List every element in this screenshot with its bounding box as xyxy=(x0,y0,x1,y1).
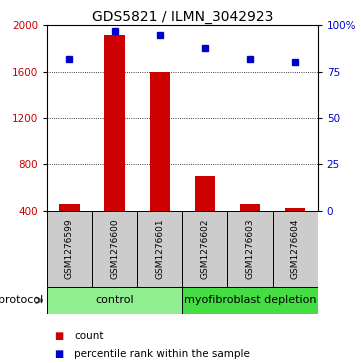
Bar xyxy=(285,208,305,211)
Text: protocol: protocol xyxy=(0,295,43,305)
Bar xyxy=(59,204,80,211)
Bar xyxy=(104,35,125,211)
Bar xyxy=(240,204,260,211)
Text: ■: ■ xyxy=(54,349,64,359)
Text: GSM1276599: GSM1276599 xyxy=(65,218,74,279)
Text: ■: ■ xyxy=(54,331,64,341)
Bar xyxy=(92,211,137,287)
Text: percentile rank within the sample: percentile rank within the sample xyxy=(74,349,250,359)
Bar xyxy=(47,211,92,287)
Bar xyxy=(137,211,182,287)
Bar xyxy=(273,211,318,287)
Bar xyxy=(182,287,318,314)
Title: GDS5821 / ILMN_3042923: GDS5821 / ILMN_3042923 xyxy=(92,11,273,24)
Text: count: count xyxy=(74,331,104,341)
Text: GSM1276601: GSM1276601 xyxy=(155,218,164,279)
Text: control: control xyxy=(95,295,134,305)
Text: GSM1276602: GSM1276602 xyxy=(200,219,209,279)
Bar xyxy=(149,72,170,211)
Text: GSM1276604: GSM1276604 xyxy=(291,219,300,279)
Bar xyxy=(227,211,273,287)
Bar xyxy=(47,287,182,314)
Text: GSM1276603: GSM1276603 xyxy=(245,218,255,279)
Bar xyxy=(182,211,227,287)
Text: GSM1276600: GSM1276600 xyxy=(110,218,119,279)
Bar xyxy=(195,176,215,211)
Text: myofibroblast depletion: myofibroblast depletion xyxy=(184,295,316,305)
